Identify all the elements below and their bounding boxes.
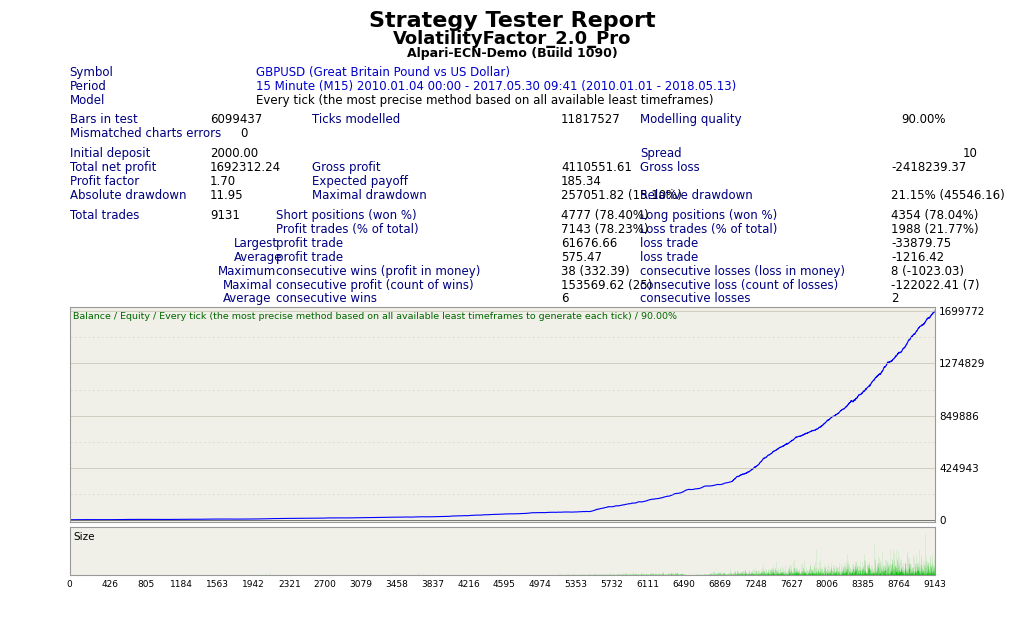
Text: 575.47: 575.47 [561,251,602,264]
Text: consecutive losses: consecutive losses [640,292,751,306]
Text: loss trade: loss trade [640,237,698,250]
Text: 7143 (78.23%): 7143 (78.23%) [561,223,648,236]
Text: -122022.41 (7): -122022.41 (7) [891,279,979,292]
Text: Relative drawdown: Relative drawdown [640,189,753,202]
Text: Gross profit: Gross profit [312,161,381,174]
Text: 8385: 8385 [852,580,874,589]
Text: Ticks modelled: Ticks modelled [312,113,400,126]
Text: 15 Minute (M15) 2010.01.04 00:00 - 2017.05.30 09:41 (2010.01.01 - 2018.05.13): 15 Minute (M15) 2010.01.04 00:00 - 2017.… [256,80,736,93]
Text: 11.95: 11.95 [210,189,244,202]
Text: 6099437: 6099437 [210,113,262,126]
Text: consecutive losses (loss in money): consecutive losses (loss in money) [640,265,845,278]
Text: Absolute drawdown: Absolute drawdown [70,189,186,202]
Text: 185.34: 185.34 [561,175,602,188]
Text: -1216.42: -1216.42 [891,251,944,264]
Text: Bars in test: Bars in test [70,113,137,126]
Text: 1.70: 1.70 [210,175,237,188]
Text: 11817527: 11817527 [561,113,621,126]
Text: Size: Size [73,532,94,542]
Text: Symbol: Symbol [70,66,114,79]
Text: Loss trades (% of total): Loss trades (% of total) [640,223,777,236]
Text: 4974: 4974 [529,580,552,589]
Text: Every tick (the most precise method based on all available least timeframes): Every tick (the most precise method base… [256,94,714,107]
Text: 5732: 5732 [601,580,624,589]
Text: loss trade: loss trade [640,251,698,264]
Text: -2418239.37: -2418239.37 [891,161,966,174]
Text: 6490: 6490 [673,580,695,589]
Text: Balance / Equity / Every tick (the most precise method based on all available le: Balance / Equity / Every tick (the most … [73,312,677,322]
Text: 8764: 8764 [888,580,910,589]
Text: 1942: 1942 [242,580,265,589]
Text: 9143: 9143 [924,580,946,589]
Text: profit trade: profit trade [276,237,344,250]
Text: 426: 426 [101,580,119,589]
Text: Largest: Largest [233,237,278,250]
Text: Expected payoff: Expected payoff [312,175,409,188]
Text: consecutive loss (count of losses): consecutive loss (count of losses) [640,279,839,292]
Text: 0: 0 [241,127,248,140]
Text: 38 (332.39): 38 (332.39) [561,265,630,278]
Text: 805: 805 [137,580,155,589]
Text: Total net profit: Total net profit [70,161,156,174]
Text: 6111: 6111 [637,580,659,589]
Text: Average: Average [233,251,282,264]
Text: 4110551.61: 4110551.61 [561,161,632,174]
Text: 2: 2 [891,292,898,306]
Text: 9131: 9131 [210,209,240,222]
Text: Strategy Tester Report: Strategy Tester Report [369,11,655,32]
Text: 5353: 5353 [564,580,588,589]
Text: 1988 (21.77%): 1988 (21.77%) [891,223,979,236]
Text: consecutive wins (profit in money): consecutive wins (profit in money) [276,265,481,278]
Text: Profit factor: Profit factor [70,175,139,188]
Text: 6: 6 [561,292,568,306]
Text: Maximal drawdown: Maximal drawdown [312,189,427,202]
Text: Modelling quality: Modelling quality [640,113,741,126]
Text: GBPUSD (Great Britain Pound vs US Dollar): GBPUSD (Great Britain Pound vs US Dollar… [256,66,510,79]
Text: 6869: 6869 [709,580,731,589]
Text: VolatilityFactor_2.0_Pro: VolatilityFactor_2.0_Pro [393,30,631,48]
Text: Short positions (won %): Short positions (won %) [276,209,417,222]
Text: consecutive wins: consecutive wins [276,292,378,306]
Text: Spread: Spread [640,147,682,160]
Text: 1692312.24: 1692312.24 [210,161,281,174]
Text: consecutive profit (count of wins): consecutive profit (count of wins) [276,279,474,292]
Text: 7248: 7248 [744,580,767,589]
Text: Model: Model [70,94,105,107]
Text: Maximal: Maximal [223,279,273,292]
Text: 2700: 2700 [313,580,337,589]
Text: Maximum: Maximum [218,265,276,278]
Text: 2321: 2321 [278,580,301,589]
Text: Average: Average [223,292,271,306]
Text: 2000.00: 2000.00 [210,147,258,160]
Text: 4595: 4595 [494,580,516,589]
Text: Period: Period [70,80,106,93]
Text: Mismatched charts errors: Mismatched charts errors [70,127,221,140]
Text: profit trade: profit trade [276,251,344,264]
Text: 4216: 4216 [458,580,480,589]
Text: 3458: 3458 [385,580,409,589]
Text: Profit trades (% of total): Profit trades (% of total) [276,223,419,236]
Text: 61676.66: 61676.66 [561,237,617,250]
Text: 4354 (78.04%): 4354 (78.04%) [891,209,978,222]
Text: -33879.75: -33879.75 [891,237,951,250]
Text: 3079: 3079 [349,580,373,589]
Text: 10: 10 [963,147,978,160]
Text: Initial deposit: Initial deposit [70,147,150,160]
Text: 8006: 8006 [816,580,839,589]
Text: Long positions (won %): Long positions (won %) [640,209,777,222]
Text: 7627: 7627 [780,580,803,589]
Text: 8 (-1023.03): 8 (-1023.03) [891,265,964,278]
Text: 257051.82 (15.10%): 257051.82 (15.10%) [561,189,682,202]
Text: 1184: 1184 [170,580,194,589]
Text: 3837: 3837 [421,580,444,589]
Text: Alpari-ECN-Demo (Build 1090): Alpari-ECN-Demo (Build 1090) [407,47,617,60]
Text: 153569.62 (25): 153569.62 (25) [561,279,652,292]
Text: 1563: 1563 [206,580,229,589]
Text: 0: 0 [67,580,73,589]
Text: 90.00%: 90.00% [901,113,945,126]
Text: 4777 (78.40%): 4777 (78.40%) [561,209,649,222]
Text: 21.15% (45546.16): 21.15% (45546.16) [891,189,1005,202]
Text: Total trades: Total trades [70,209,139,222]
Text: Gross loss: Gross loss [640,161,699,174]
